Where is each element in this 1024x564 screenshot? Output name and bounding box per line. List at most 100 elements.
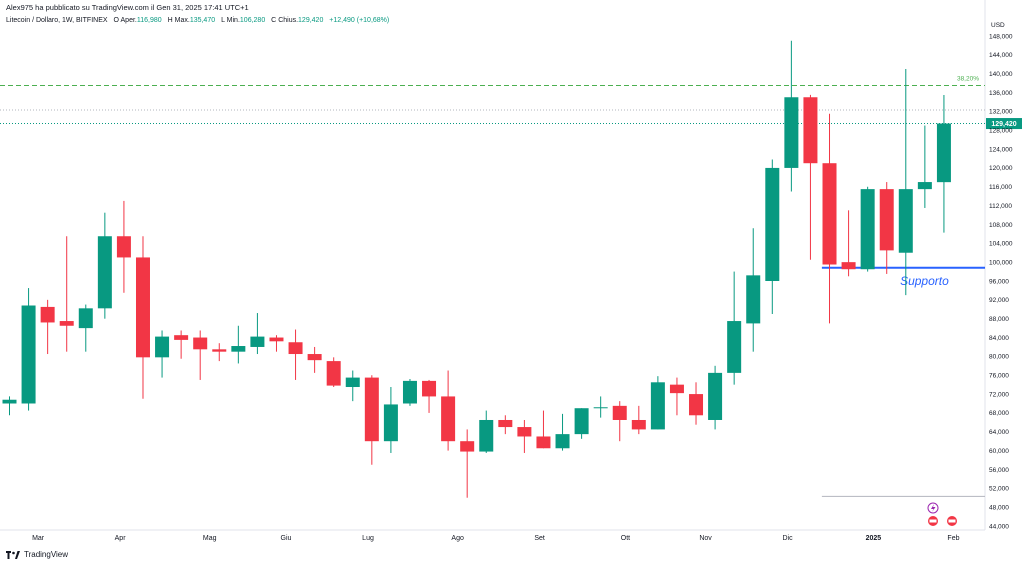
tradingview-footer[interactable]: TradingView [6,550,68,559]
candle[interactable] [650,376,665,430]
candle-body [841,262,856,270]
candle[interactable] [822,113,837,324]
time-tick-label: 2025 [866,535,882,542]
candle[interactable] [936,95,951,233]
support-label: Supporto [900,274,949,288]
price-tick-label: 100,000 [989,259,1013,266]
candle[interactable] [479,410,494,453]
candle[interactable] [402,379,417,406]
low-value: 106,280 [239,17,266,24]
candle[interactable] [765,159,780,314]
candle-body [2,399,17,404]
price-tick-label: 120,000 [989,165,1013,172]
candle[interactable] [97,212,112,319]
candle[interactable] [345,370,360,402]
price-tick-label: 92,000 [989,297,1009,304]
candle[interactable] [59,236,74,352]
candle[interactable] [307,346,322,373]
price-tick-label: 60,000 [989,448,1009,455]
candle[interactable] [631,405,646,435]
candle[interactable] [116,200,131,293]
candle[interactable] [784,40,799,192]
candle[interactable] [135,236,150,399]
candle[interactable] [517,419,532,453]
candle[interactable] [536,410,551,449]
fib-level-label: 38,20% [957,75,979,82]
candle[interactable] [193,330,208,380]
price-axis[interactable]: USD 44,000 48,000 52,000 56,000 60,000 64,000… [989,22,1013,530]
candle[interactable] [326,357,341,388]
candle[interactable] [250,313,265,355]
candle-body [422,380,437,397]
candle[interactable] [212,343,227,362]
price-tick-label: 140,000 [989,71,1013,78]
candle[interactable] [803,94,818,260]
candle[interactable] [555,413,570,451]
candle-body [669,384,684,394]
candle-body [326,361,341,386]
candle[interactable] [669,377,684,416]
candle-body [174,335,189,340]
candle[interactable] [78,304,93,352]
candle-body [917,182,932,190]
candle[interactable] [917,125,932,208]
candle[interactable] [21,288,36,411]
candle-body [536,436,551,449]
candle[interactable] [612,401,627,442]
publisher-header: Alex975 ha pubblicato su TradingView.com… [6,3,249,12]
candle-body [479,419,494,452]
time-tick-label: Mar [32,535,45,542]
horizontal-levels: 38,20% 129,420 Supporto [0,75,1022,497]
ohlc-legend[interactable]: Litecoin / Dollaro, 1W, BITFINEX O Aper.… [6,17,389,24]
candle[interactable] [498,415,513,435]
candle[interactable] [155,330,170,378]
candle-body [612,405,627,420]
candle[interactable] [231,325,246,364]
price-tick-label: 56,000 [989,467,1009,474]
high-text: Max. [174,17,190,24]
candle-body [97,236,112,309]
candle[interactable] [689,382,704,425]
time-tick-label: Feb [947,535,959,542]
candle-body [689,394,704,416]
open-text: Aper. [120,17,137,24]
candle[interactable] [2,396,17,416]
candle[interactable] [708,365,723,430]
candle[interactable] [364,375,379,465]
tradingview-logo-icon [6,550,20,559]
candle[interactable] [860,186,875,272]
candle[interactable] [879,182,894,274]
time-tick-label: Dic [782,535,793,542]
candles [2,40,951,498]
candle-body [345,377,360,388]
candle-body [212,349,227,352]
candle-body [822,163,837,265]
candle-body [898,189,913,253]
candle-body [860,189,875,270]
candle[interactable] [288,329,303,380]
candle[interactable] [460,429,475,498]
candle[interactable] [422,379,437,413]
candle[interactable] [40,299,55,355]
candle[interactable] [174,330,189,359]
candle-body [460,441,475,452]
candle[interactable] [593,396,608,418]
time-axis[interactable]: Mar Apr Mag Giu Lug Ago Set Ott Nov Dic 2025 Feb [32,535,960,542]
candle-body [879,189,894,251]
candle[interactable] [727,271,742,385]
candle[interactable] [269,335,284,352]
candle[interactable] [574,408,589,439]
candle-body [116,236,131,258]
candle-body [40,306,55,323]
symbol-name[interactable]: Litecoin / Dollaro, 1W, BITFINEX [6,17,108,24]
open-value: 116,980 [136,17,162,24]
price-tick-label: 48,000 [989,504,1009,511]
candle[interactable] [898,68,913,296]
candle[interactable] [841,210,856,277]
candle-body [307,354,322,361]
candle[interactable] [441,370,456,451]
event-icons[interactable] [927,502,957,526]
candle[interactable] [383,387,398,453]
candle[interactable] [746,228,761,352]
